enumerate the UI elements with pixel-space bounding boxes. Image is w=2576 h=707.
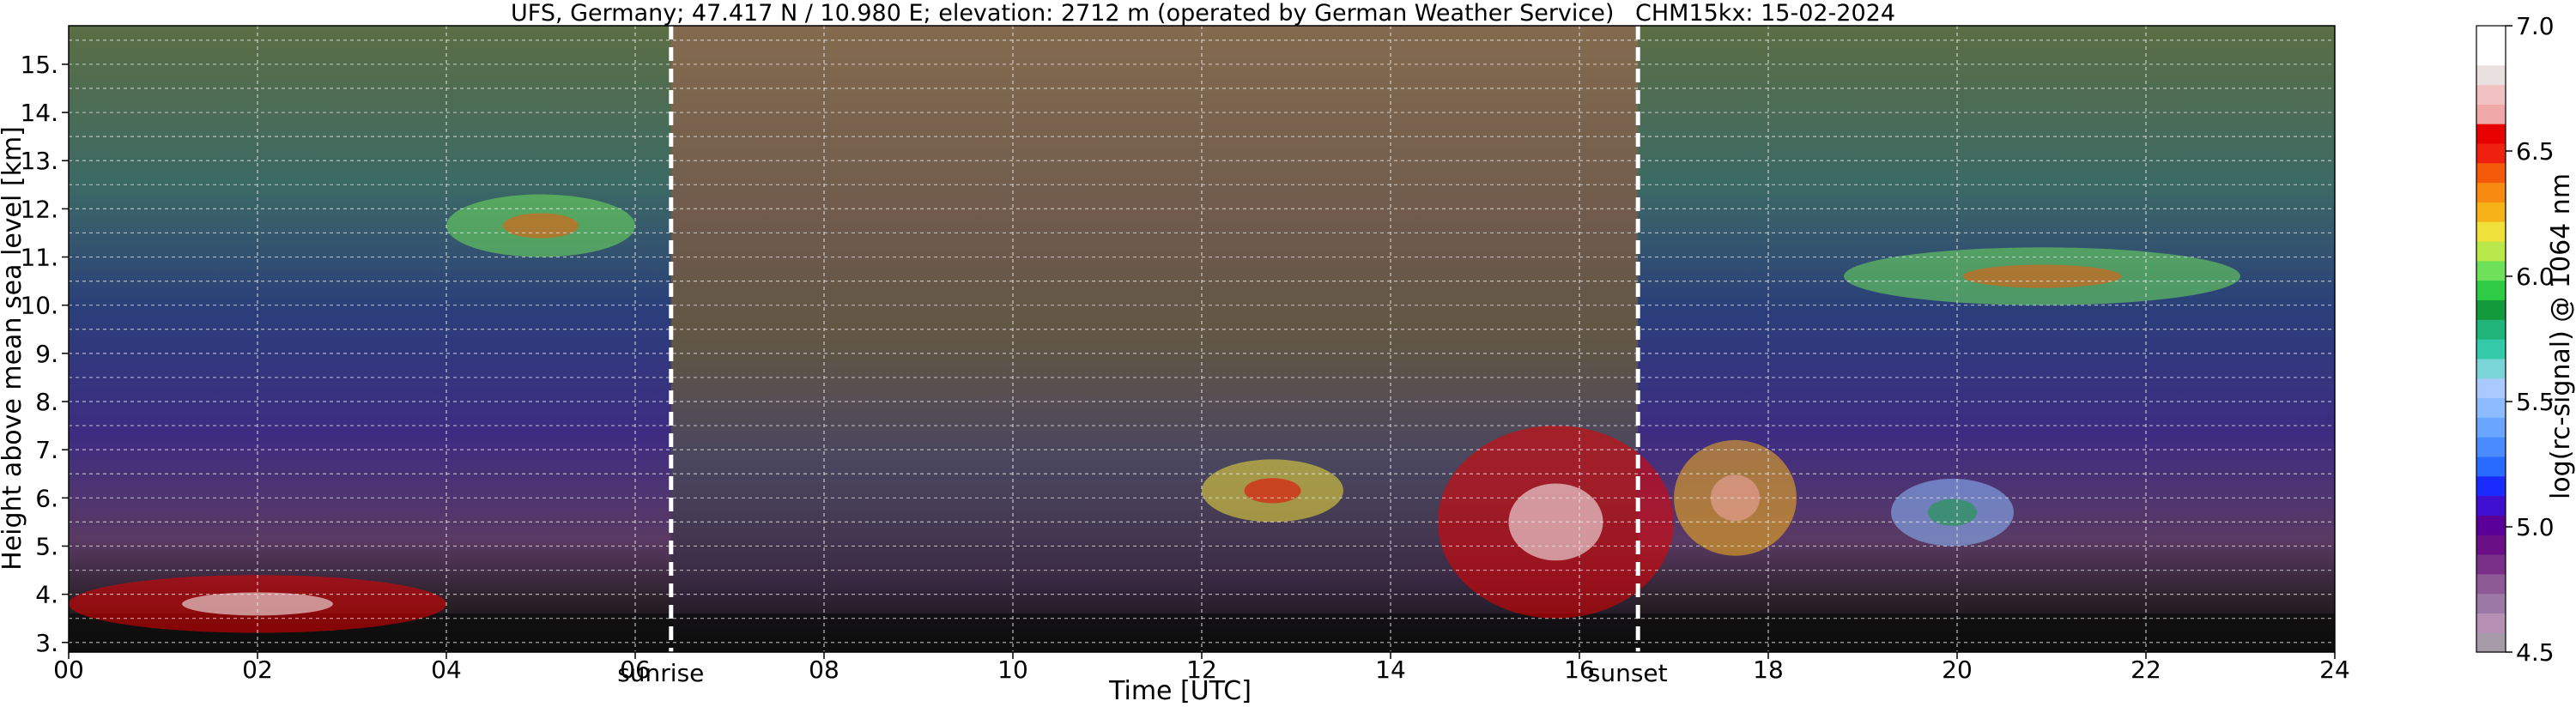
colorbar-segment: [2476, 593, 2506, 613]
colorbar-segment: [2476, 45, 2506, 66]
y-tick-label: 9.: [35, 340, 58, 368]
feature-core-morning-cirrus: [503, 213, 579, 239]
colorbar-segment: [2476, 515, 2506, 535]
colorbar-segment: [2476, 456, 2506, 477]
feature-core-evening-cirrus: [1962, 264, 2122, 288]
y-axis-label: Height above mean sea level [km]: [0, 126, 27, 571]
feature-core-mid-level-falling-cloud: [1244, 478, 1301, 504]
x-tick-label: 10: [997, 656, 1028, 684]
colorbar-segment: [2476, 260, 2506, 281]
y-axis-ticks: 3. 4. 5. 6. 7. 8. 9. 10. 11. 12. 13. 14. 15.: [20, 51, 69, 657]
plot-background: [69, 26, 2335, 652]
y-tick-label: 8.: [35, 388, 58, 416]
y-tick-label: 10.: [20, 292, 58, 320]
colorbar-segment: [2476, 417, 2506, 438]
colorbar-segment: [2476, 573, 2506, 595]
colorbar-tick-label: 6.0: [2516, 263, 2555, 291]
y-tick-label: 14.: [20, 99, 58, 127]
x-axis-ticks: 00 02 04 06 08 10 12 14 16 18 20 22 24: [53, 652, 2350, 684]
colorbar-segment: [2476, 202, 2506, 222]
colorbar-tick-label: 6.5: [2516, 137, 2555, 166]
instrument-date: CHM15kx: 15-02-2024: [1635, 0, 1895, 27]
gridlines: [69, 26, 2335, 652]
x-axis-label: Time [UTC]: [1108, 676, 1252, 706]
event-label-sunset: sunset: [1588, 659, 1668, 687]
colorbar-segment: [2476, 104, 2506, 124]
y-tick-label: 5.: [35, 532, 58, 560]
colorbar: 4.5 5.0 5.5 6.0 6.5 7.0: [2476, 12, 2555, 667]
colorbar-segment: [2476, 613, 2506, 633]
x-tick-label: 22: [2131, 656, 2161, 684]
colorbar-segment: [2476, 26, 2506, 46]
feature-core-evening-precip-streaks: [1710, 474, 1761, 522]
colorbar-segment: [2476, 124, 2506, 144]
colorbar-segment: [2476, 84, 2506, 105]
y-tick-label: 6.: [35, 484, 58, 512]
x-tick-label: 18: [1753, 656, 1784, 684]
feature-core-evening-mid-cloud: [1927, 499, 1978, 526]
x-tick-label: 16: [1564, 656, 1595, 684]
colorbar-segment: [2476, 339, 2506, 360]
y-tick-label: 15.: [20, 51, 58, 79]
colorbar-segment: [2476, 358, 2506, 379]
colorbar-segment: [2476, 299, 2506, 320]
colorbar-tick-label: 4.5: [2516, 638, 2555, 667]
colorbar-frame: [2476, 25, 2506, 653]
colorbar-segment: [2476, 240, 2506, 262]
y-tick-label: 12.: [20, 195, 58, 223]
x-tick-label: 00: [53, 656, 84, 684]
colorbar-segment: [2476, 280, 2506, 300]
colorbar-segment: [2476, 182, 2506, 202]
colorbar-tick-label: 7.0: [2516, 12, 2555, 40]
x-tick-label: 24: [2319, 656, 2350, 684]
colorbar-label: log(rc-signal) @ 1064 nm: [2546, 173, 2576, 499]
event-label-sunrise: sunrise: [617, 659, 704, 687]
y-tick-label: 11.: [20, 244, 58, 272]
colorbar-segment: [2476, 142, 2506, 164]
x-tick-label: 08: [809, 656, 839, 684]
colorbar-segment: [2476, 378, 2506, 399]
x-tick-label: 20: [1942, 656, 1973, 684]
colorbar-segment: [2476, 162, 2506, 184]
colorbar-tick-label: 5.5: [2516, 388, 2555, 416]
x-tick-label: 06: [620, 656, 651, 684]
colorbar-segment: [2476, 397, 2506, 418]
x-tick-label: 14: [1375, 656, 1406, 684]
x-tick-label: 02: [242, 656, 273, 684]
y-tick-label: 13.: [20, 147, 58, 175]
colorbar-segment: [2476, 632, 2506, 653]
y-tick-label: 4.: [35, 581, 58, 609]
x-tick-label: 12: [1186, 656, 1217, 684]
colorbar-segment: [2476, 535, 2506, 555]
colorbar-tick-label: 5.0: [2516, 513, 2555, 541]
colorbar-segment: [2476, 64, 2506, 86]
chart-title: UFS, Germany; 47.417 N / 10.980 E; eleva…: [511, 0, 1614, 27]
colorbar-segment: [2476, 553, 2506, 575]
colorbar-segment: [2476, 221, 2506, 242]
colorbar-segment: [2476, 495, 2506, 516]
colorbar-segment: [2476, 319, 2506, 340]
x-tick-label: 04: [431, 656, 462, 684]
y-tick-label: 3.: [35, 629, 58, 657]
colorbar-segment: [2476, 437, 2506, 457]
y-tick-label: 7.: [35, 436, 58, 464]
colorbar-segment: [2476, 475, 2506, 497]
event-lines: sunrise sunset: [617, 26, 1668, 687]
